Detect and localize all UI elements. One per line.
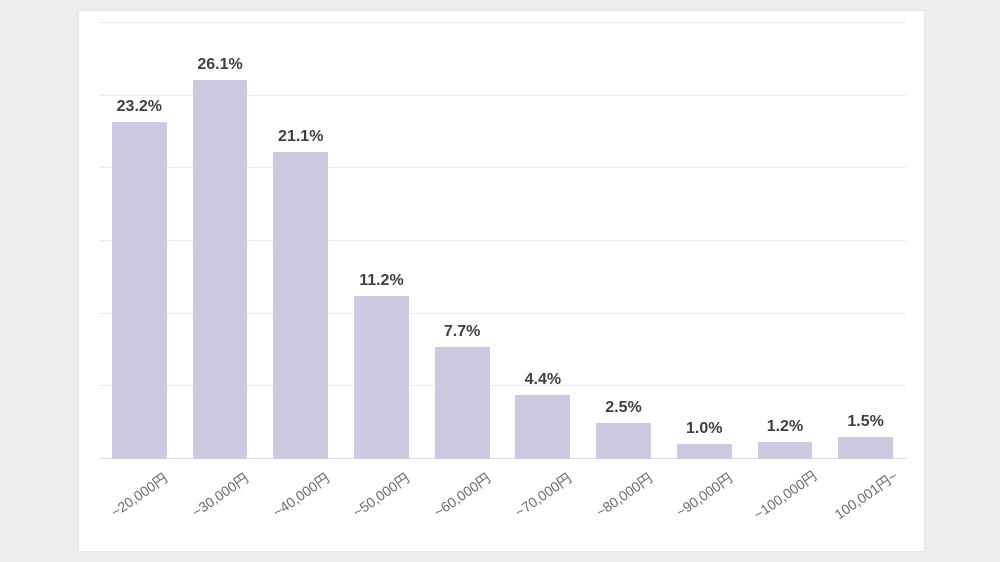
bar-slot: 1.5% xyxy=(825,23,906,459)
x-axis-labels: ~20,000円 ~30,000円 ~40,000円 ~50,000円 ~60,000円… xyxy=(99,467,906,553)
bar-slot: 7.7% xyxy=(422,23,503,459)
bar-slot: 1.2% xyxy=(745,23,826,459)
bar xyxy=(758,442,813,459)
bar xyxy=(193,80,248,459)
bar-value-label: 11.2% xyxy=(341,272,422,290)
x-axis-label: ~60,000円 xyxy=(430,468,495,522)
plot-area: 23.2% 26.1% 21.1% 11.2% 7.7% 4.4% 2.5%1.0%1.2%… xyxy=(99,23,906,459)
bar-value-label: 7.7% xyxy=(422,323,503,341)
bar xyxy=(112,122,167,459)
chart-card: 23.2% 26.1% 21.1% 11.2% 7.7% 4.4% 2.5%1.0%1.2%… xyxy=(78,10,925,552)
bar-value-label: 4.4% xyxy=(503,371,584,389)
x-axis-label: ~50,000円 xyxy=(349,468,414,522)
x-axis-label: ~80,000円 xyxy=(591,468,656,522)
bar xyxy=(838,437,893,459)
bar-slot: 23.2% xyxy=(99,23,180,459)
bar-slot: 4.4% xyxy=(503,23,584,459)
x-axis-label: ~100,000円 xyxy=(749,466,820,524)
x-axis-label: ~20,000円 xyxy=(107,468,172,522)
bar-slot: 11.2% xyxy=(341,23,422,459)
bar xyxy=(515,395,570,459)
bar-slot: 26.1% xyxy=(180,23,261,459)
bar-slot: 1.0% xyxy=(664,23,745,459)
bar-value-label: 1.2% xyxy=(745,418,826,436)
x-axis-label: 100,001円~ xyxy=(830,466,901,524)
bar xyxy=(677,444,732,459)
bars-container: 23.2% 26.1% 21.1% 11.2% 7.7% 4.4% 2.5%1.0%1.2%… xyxy=(99,23,906,459)
bar xyxy=(273,152,328,459)
bar-value-label: 1.0% xyxy=(664,420,745,438)
x-axis-label: ~70,000円 xyxy=(510,468,575,522)
bar-value-label: 2.5% xyxy=(583,399,664,417)
x-axis-label: ~40,000円 xyxy=(268,468,333,522)
bar xyxy=(354,296,409,459)
x-axis-label: ~90,000円 xyxy=(672,468,737,522)
bar-value-label: 21.1% xyxy=(260,128,341,146)
bar-slot: 21.1% xyxy=(260,23,341,459)
bar-value-label: 1.5% xyxy=(825,413,906,431)
bar xyxy=(596,423,651,459)
bar-value-label: 23.2% xyxy=(99,98,180,116)
bar xyxy=(435,347,490,459)
x-axis-label: ~30,000円 xyxy=(188,468,253,522)
bar-value-label: 26.1% xyxy=(180,56,261,74)
bar-slot: 2.5% xyxy=(583,23,664,459)
